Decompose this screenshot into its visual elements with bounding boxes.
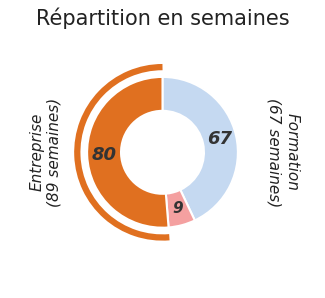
Wedge shape [87, 77, 169, 228]
Text: 67: 67 [207, 131, 232, 148]
Wedge shape [162, 77, 238, 221]
Text: 80: 80 [92, 146, 117, 164]
Text: 9: 9 [172, 201, 183, 216]
Wedge shape [166, 190, 195, 227]
Text: Entreprise
(89 semaines): Entreprise (89 semaines) [30, 98, 62, 207]
Text: Formation
(67 semaines): Formation (67 semaines) [267, 98, 299, 207]
Title: Répartition en semaines: Répartition en semaines [36, 8, 289, 29]
